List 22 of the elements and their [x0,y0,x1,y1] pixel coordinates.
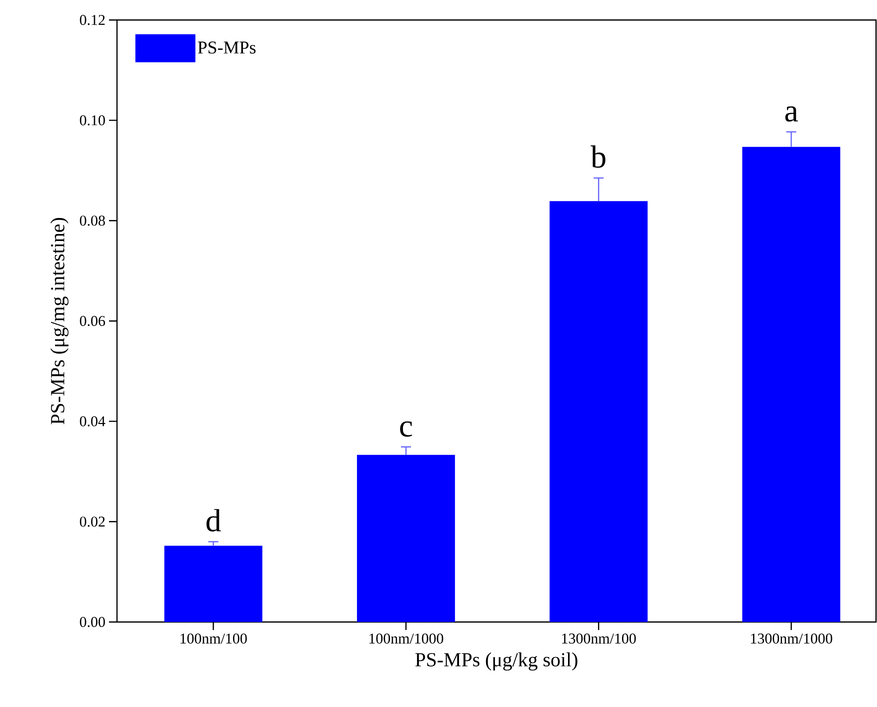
y-tick-label: 0.08 [80,216,105,226]
annotation: a [785,106,798,122]
y-tick-label: 0.04 [80,416,106,426]
y-tick-label: 0.12 [80,14,105,26]
legend-label: PS-MPs [198,42,256,54]
bar [550,201,648,622]
y-tick-label: 0.06 [80,316,106,326]
x-tick-label: 100nm/1000 [370,634,444,644]
bar [164,546,262,622]
y-tick-label: 0.10 [80,115,105,126]
annotation: b [590,145,606,168]
x-tick-label: 1300nm/100 [562,634,636,644]
bar [356,454,455,622]
annotation: c [400,421,412,437]
y-axis-title: PS-MPs (μg/mg intestine) [50,218,68,424]
y-tick-label: 0.00 [80,616,105,628]
x-tick-label: 100nm/100 [180,634,247,644]
x-tick-label: 1300nm/1000 [751,634,832,644]
annotation: d [206,509,221,532]
bar [742,146,840,622]
y-tick-label: 0.02 [80,516,105,527]
x-axis-title: PS-MPs (μg/kg soil) [415,652,578,671]
